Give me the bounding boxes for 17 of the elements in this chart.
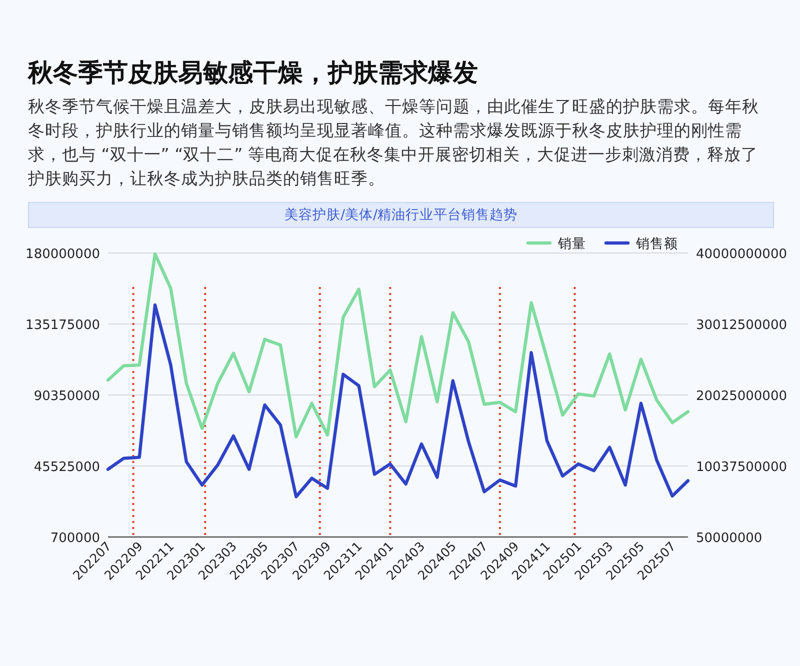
y2-tick-label: 40000000000 [696,247,787,262]
chart-subtitle: 秋冬季节气候干燥且温差大，皮肤易出现敏感、干燥等问题，由此催生了旺盛的护肤需求。每年秋冬时段，护肤行业的销量与销售额均呈现显著峰值。这种需求爆发既源于秋冬皮肤护理的刚性需求，也与 “双十一” “双十二” 等电商大促在秋冬集中开展密切相关，大促进一步刺激消费，释放了护肤购买力，让秋冬成为护肤品类的销售旺季。 [28,96,760,190]
legend-label: 销量 [557,236,586,252]
chart-title: 秋冬季节皮肤易敏感干燥，护肤需求爆发 [28,57,478,89]
y2-tick-label: 30012500000 [696,318,787,333]
legend-label: 销售额 [635,236,678,252]
y-tick-label: 45525000 [34,460,100,475]
y-tick-label: 700000 [50,531,100,546]
text: 美容护肤/美体/精油行业平台销售趋势 [28,202,774,228]
y-tick-label: 180000000 [26,247,100,262]
line-series [106,303,690,498]
line-series [106,252,690,438]
y2-tick-label: 20025000000 [696,389,787,404]
y-tick-label: 135175000 [26,318,100,333]
y2-tick-label: 50000000 [696,531,762,546]
y2-tick-label: 10037500000 [696,460,787,475]
y-tick-label: 90350000 [34,389,100,404]
